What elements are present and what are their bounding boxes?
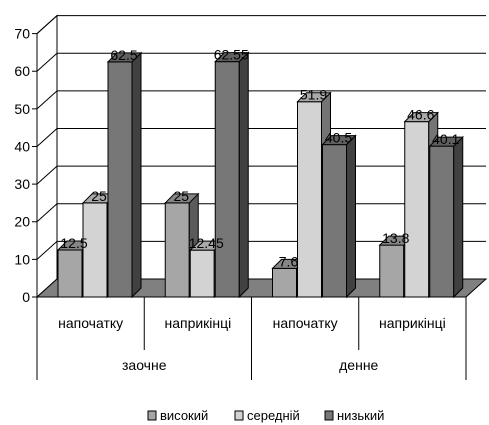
data-labels: 12.5 25 62.5 25 12.45 62.55 7.6 51.9 40.5 13.8 46.…	[60, 47, 459, 270]
bar-top	[106, 52, 143, 63]
x-tick-label: напочатку	[273, 315, 338, 331]
data-label: 25	[173, 188, 189, 204]
x-tick-label: напочатку	[58, 315, 123, 331]
legend-swatch	[324, 410, 334, 421]
group-label: заочне	[122, 357, 167, 373]
y-tick-label: 50	[14, 101, 30, 117]
legend: високий середній низький	[147, 408, 384, 423]
bar-низький	[214, 51, 250, 299]
data-label: 51.9	[300, 87, 327, 103]
bar-front	[214, 61, 240, 298]
data-label: 40.1	[432, 131, 459, 147]
bar-front	[404, 121, 430, 298]
y-tick-label: 60	[14, 63, 30, 79]
bars	[56, 51, 464, 299]
bar-front	[82, 202, 108, 298]
bar-side	[238, 51, 249, 299]
y-tick-label: 40	[14, 138, 30, 154]
bar-front	[429, 145, 455, 298]
bar-front	[189, 249, 215, 298]
legend-label: низький	[337, 408, 384, 423]
legend-swatch	[234, 410, 244, 421]
gridline	[36, 90, 486, 110]
y-tick-label: 10	[14, 251, 30, 267]
gridline	[36, 127, 486, 147]
data-label: 12.45	[189, 235, 224, 251]
legend-label: середній	[247, 408, 300, 423]
bar-top	[403, 112, 439, 123]
bar-низький	[321, 134, 357, 299]
bar-side	[131, 51, 142, 299]
data-label: 46.6	[407, 107, 434, 123]
gridline	[36, 52, 486, 72]
x-tick-label: наприкінці	[164, 315, 231, 331]
bar-front	[379, 244, 405, 298]
bar-top	[164, 193, 200, 204]
legend-swatch	[147, 410, 157, 421]
bar-top	[428, 136, 464, 147]
y-tick-label: 20	[14, 214, 30, 230]
bar-top	[321, 135, 357, 146]
data-label: 62.55	[214, 47, 249, 63]
bar-front	[164, 202, 190, 298]
data-label: 13.8	[382, 230, 409, 246]
gridlines	[36, 15, 486, 260]
chart-walls	[36, 14, 58, 299]
bar-top	[296, 92, 332, 103]
x-tick-label: наприкінці	[379, 315, 446, 331]
legend-label: високий	[160, 408, 208, 423]
data-label: 12.5	[60, 235, 87, 251]
bar-front	[272, 267, 297, 298]
group-label: денне	[339, 357, 378, 373]
bar-низький	[428, 135, 464, 299]
bar-front	[57, 249, 83, 298]
side-wall	[36, 14, 58, 299]
bar-front	[297, 101, 322, 298]
bar-front	[322, 144, 347, 298]
y-tick-label: 70	[14, 26, 30, 42]
bar-top	[214, 52, 250, 63]
data-label: 7.6	[279, 253, 299, 269]
bar-front	[107, 61, 133, 298]
y-axis: 0 10 20 30 40 50 60 70	[14, 26, 38, 305]
x-axis: напочатку наприкінці напочатку наприкінці за…	[36, 296, 467, 380]
data-label: 62.5	[110, 47, 137, 63]
data-label: 40.5	[325, 130, 352, 146]
y-tick-label: 30	[14, 176, 30, 192]
gridline	[36, 15, 486, 34]
data-label: 25	[91, 188, 107, 204]
y-tick-label: 0	[22, 289, 30, 305]
bar-side	[453, 135, 464, 299]
bar-side	[346, 134, 356, 299]
bar-низький	[106, 51, 143, 299]
